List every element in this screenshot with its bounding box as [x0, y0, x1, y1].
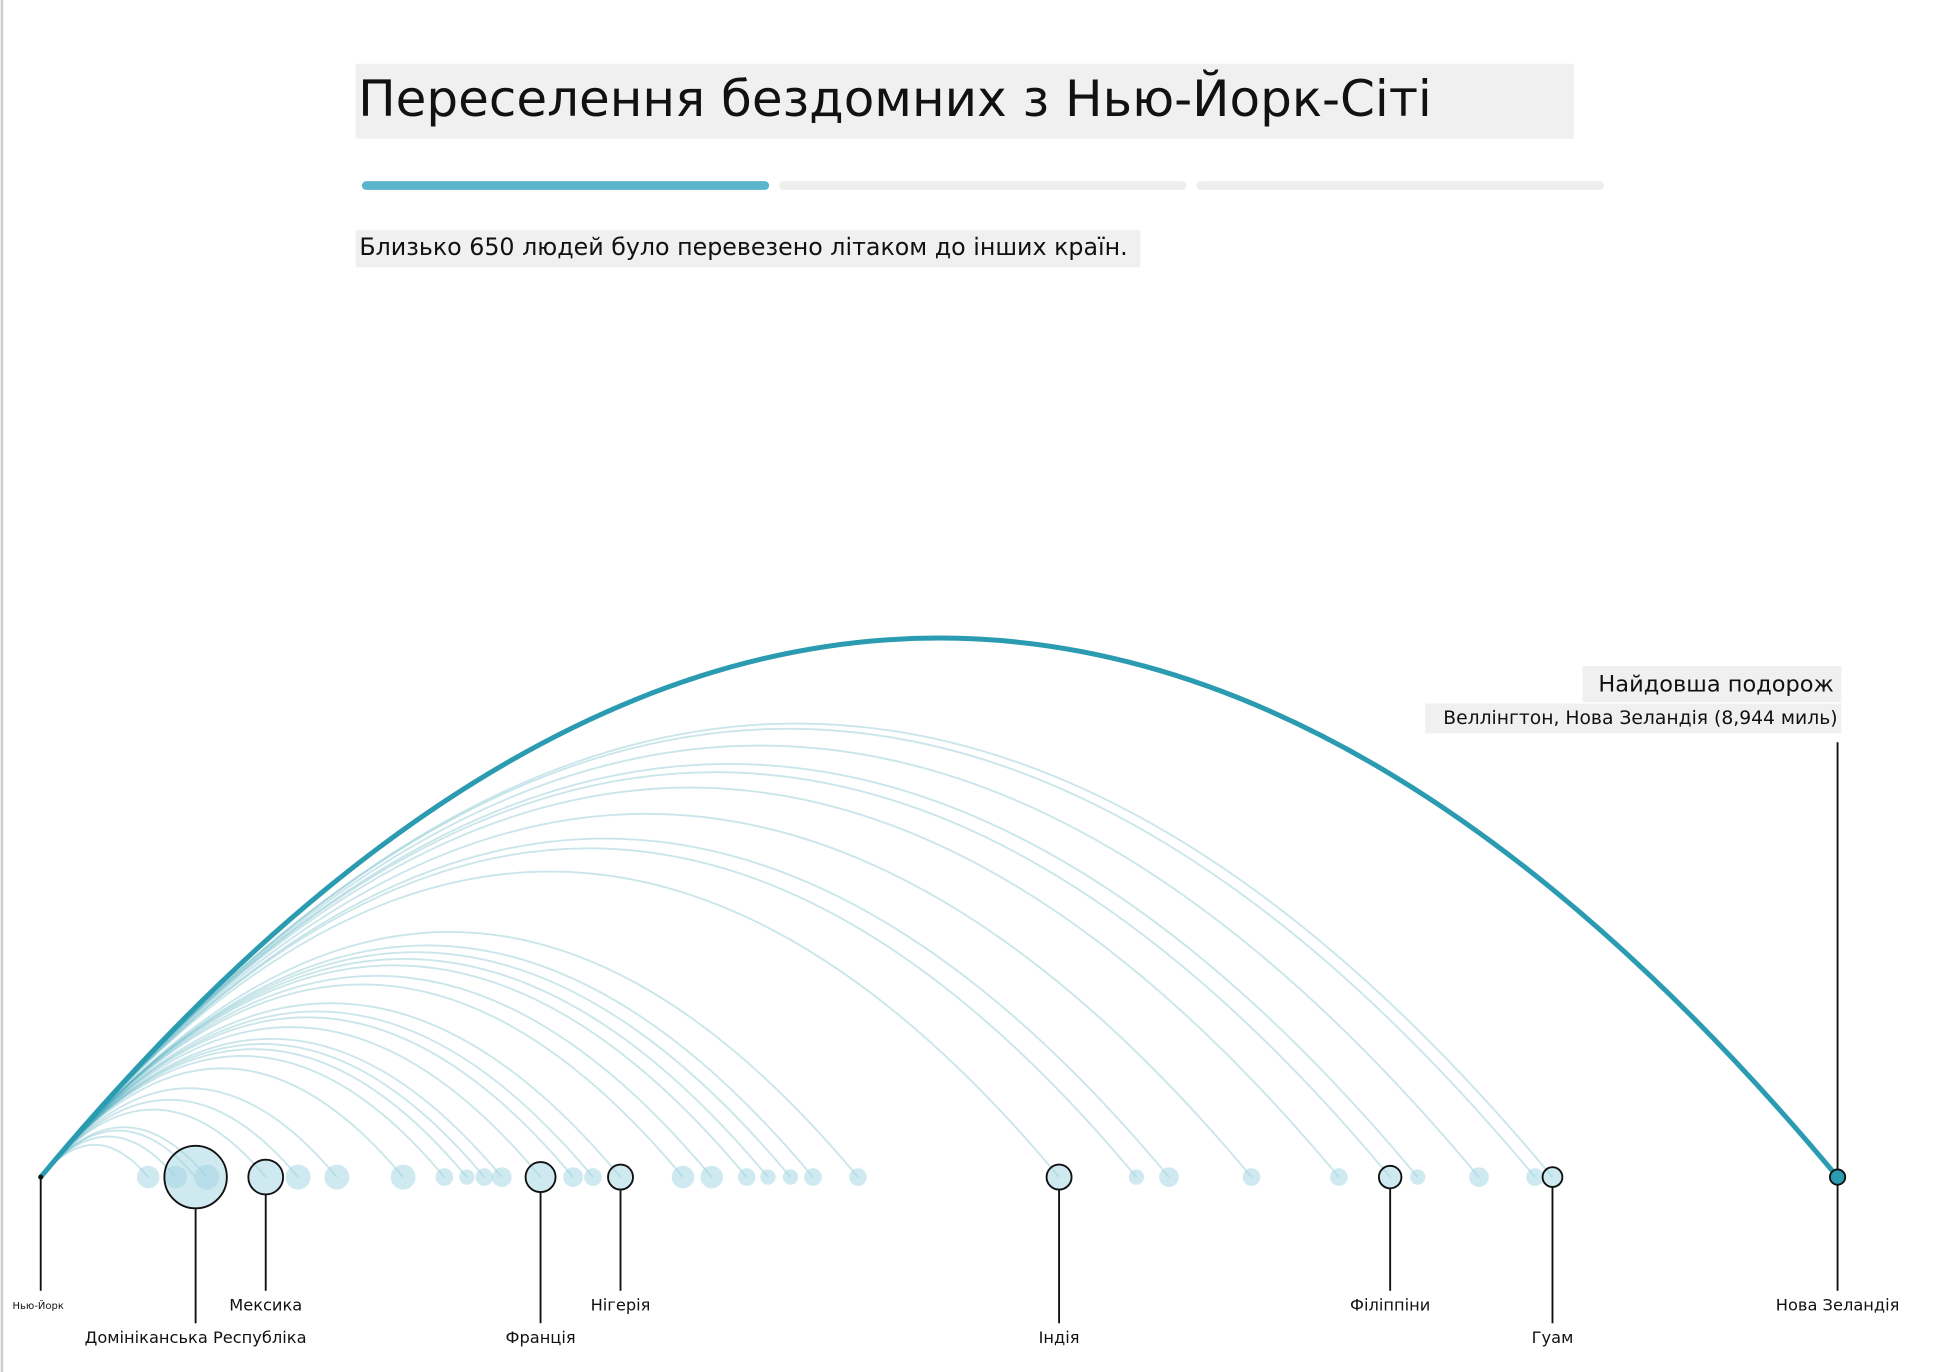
destination-label: Франція	[505, 1328, 575, 1347]
arc	[39, 1108, 267, 1178]
arc	[39, 1026, 542, 1178]
arc	[39, 930, 859, 1178]
destination-label: Нова Зеландія	[1776, 1295, 1900, 1314]
arc	[39, 771, 1391, 1178]
annotation-title: Найдовша подорож	[1598, 671, 1833, 697]
subtitle: Близько 650 людей було перевезено літако…	[359, 233, 1127, 261]
destination-dot	[1330, 1168, 1348, 1186]
dots	[38, 1144, 1847, 1210]
destination-label: Індія	[1039, 1328, 1080, 1347]
origin-label: Нью-Йорк	[13, 1299, 64, 1312]
arc	[39, 1087, 338, 1178]
arc	[39, 964, 748, 1178]
destination-dot	[1828, 1168, 1847, 1186]
destination-dot	[700, 1165, 723, 1189]
destination-dot	[435, 1168, 454, 1186]
arc	[39, 1067, 404, 1178]
arc	[39, 786, 1340, 1178]
destination-label: Нігерія	[591, 1295, 651, 1314]
destination-dot	[324, 1164, 350, 1190]
arc	[39, 951, 792, 1178]
destination-dot	[563, 1167, 583, 1187]
origin-dot	[38, 1174, 44, 1180]
destination-label: Гуам	[1532, 1328, 1574, 1347]
annotation-text: Веллінгтон, Нова Зеландія (8,944 миль)	[1443, 708, 1837, 729]
destination-dot	[671, 1165, 695, 1189]
arc	[39, 1010, 594, 1178]
destination-dot	[524, 1161, 557, 1193]
destination-dot	[247, 1158, 285, 1196]
destination-label: Мексика	[229, 1295, 302, 1314]
arc	[39, 727, 1536, 1178]
destination-label: Домініканська Республіка	[85, 1328, 307, 1347]
destination-dot	[584, 1168, 602, 1186]
destination-dot	[194, 1164, 220, 1190]
destination-dot	[760, 1169, 776, 1185]
progress-step[interactable]	[779, 181, 1187, 190]
arc	[39, 1043, 486, 1178]
destination-dot	[390, 1164, 416, 1190]
annotation-bg	[1582, 666, 1842, 703]
arc	[39, 847, 1138, 1178]
title-bg	[355, 63, 1574, 139]
arcs	[38, 635, 1840, 1179]
destination-dot	[1377, 1164, 1403, 1190]
destination-dot	[475, 1168, 494, 1186]
destination-dot	[1541, 1166, 1564, 1188]
arc	[39, 763, 1419, 1178]
arc	[39, 1037, 503, 1178]
annotation-bg	[1425, 703, 1842, 734]
destination-dot	[804, 1168, 822, 1186]
destination-dot	[607, 1163, 634, 1191]
destination-dot	[737, 1168, 756, 1186]
arc	[39, 1048, 468, 1178]
progress-step[interactable]	[1196, 181, 1604, 190]
destination-dot	[285, 1164, 311, 1190]
arc	[39, 983, 684, 1178]
destination-dot	[459, 1169, 475, 1185]
arc	[39, 744, 1480, 1178]
destination-dot	[1469, 1167, 1489, 1187]
arc	[39, 837, 1170, 1178]
progress-active[interactable]	[361, 181, 770, 190]
destination-dot	[1159, 1167, 1179, 1187]
destination-label: Філіппіни	[1350, 1295, 1430, 1314]
subtitle-bg	[355, 229, 1141, 268]
arc	[39, 870, 1060, 1178]
title: Переселення бездомних з Нью-Йорк-Сіті	[358, 69, 1432, 128]
arc	[39, 957, 769, 1178]
destination-dot	[136, 1165, 160, 1189]
arc	[39, 813, 1253, 1178]
destination-dot	[1242, 1168, 1261, 1186]
destination-dot	[1410, 1169, 1426, 1185]
arc	[39, 722, 1554, 1178]
arc	[39, 1099, 299, 1178]
arc	[39, 944, 814, 1178]
arc	[39, 1055, 446, 1178]
longest-arc	[38, 635, 1840, 1179]
destination-dot	[1526, 1168, 1544, 1186]
destination-dot	[849, 1168, 867, 1186]
arc	[39, 1002, 622, 1178]
labels: Домініканська Республіка Мексика Франція Ні…	[13, 666, 1900, 1347]
arc	[39, 975, 713, 1178]
destination-dot	[782, 1169, 799, 1185]
destination-dot	[1128, 1169, 1145, 1185]
destination-dot	[1045, 1163, 1073, 1191]
destination-dot	[491, 1167, 512, 1187]
arc-chart: Домініканська Республіка Мексика Франція Ні…	[13, 635, 1900, 1347]
arc	[39, 1016, 574, 1178]
